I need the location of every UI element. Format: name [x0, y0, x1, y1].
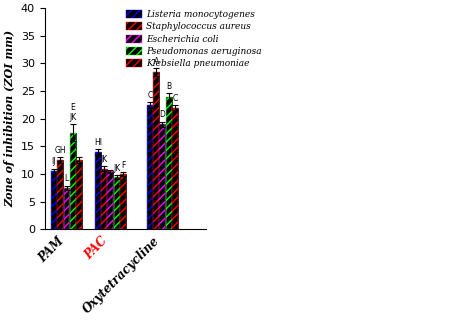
Text: D: D [159, 110, 166, 119]
Text: JK: JK [113, 164, 120, 173]
Bar [159, 124, 166, 229]
Bar [107, 171, 114, 229]
Bar [166, 97, 172, 229]
Bar [153, 72, 159, 229]
Y-axis label: Zone of inhibition (ZOI mm): Zone of inhibition (ZOI mm) [4, 30, 15, 207]
Text: GH: GH [54, 146, 66, 155]
Text: C: C [147, 91, 152, 100]
Bar [70, 132, 76, 229]
Bar [70, 132, 76, 229]
Bar [95, 152, 101, 229]
Bar [63, 188, 70, 229]
Text: L: L [64, 174, 69, 183]
Text: C: C [173, 94, 178, 103]
Bar [147, 105, 153, 229]
Bar [107, 171, 114, 229]
Bar [57, 160, 63, 229]
Text: F: F [121, 161, 125, 170]
Bar [101, 169, 107, 229]
Bar [147, 105, 153, 229]
Bar [63, 188, 70, 229]
Bar [51, 171, 57, 229]
Text: IJ: IJ [52, 157, 56, 166]
Bar [76, 160, 82, 229]
Bar [120, 174, 126, 229]
Bar [114, 177, 120, 229]
Bar [166, 97, 172, 229]
Bar [153, 72, 159, 229]
Bar [159, 124, 166, 229]
Text: JK: JK [100, 155, 108, 164]
Bar [51, 171, 57, 229]
Text: B: B [166, 82, 171, 91]
Bar [120, 174, 126, 229]
Bar [101, 169, 107, 229]
Bar [57, 160, 63, 229]
Bar [95, 152, 101, 229]
Text: A: A [154, 57, 159, 66]
Legend: Listeria monocytogenes, Staphylococcus aureus, Escherichia coli, Pseudomonas aer: Listeria monocytogenes, Staphylococcus a… [124, 8, 263, 70]
Bar [172, 108, 178, 229]
Bar [172, 108, 178, 229]
Bar [114, 177, 120, 229]
Text: E
JK: E JK [69, 103, 77, 122]
Text: HI: HI [94, 138, 102, 147]
Bar [76, 160, 82, 229]
